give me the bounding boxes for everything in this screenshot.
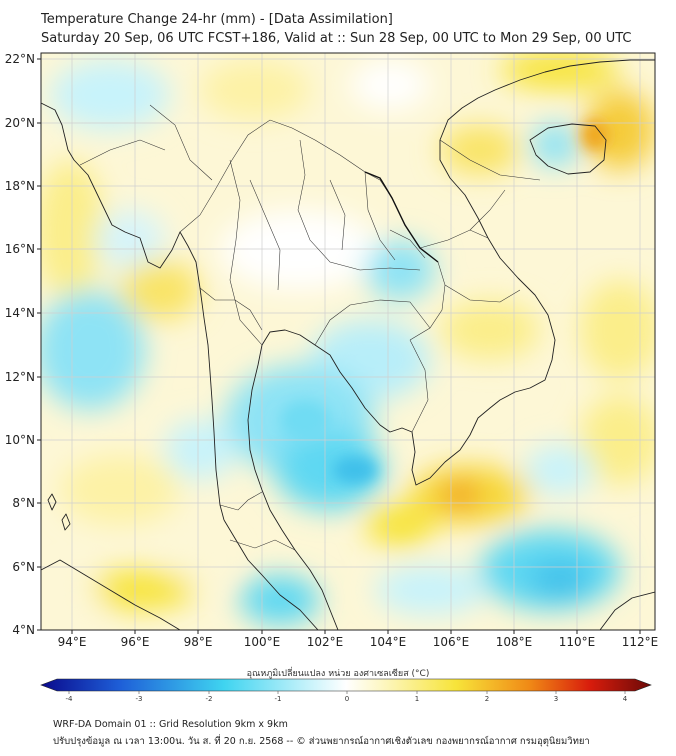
lat-tick-label: 12°N <box>5 370 35 384</box>
lon-tick-label: 100°E <box>244 635 281 649</box>
lat-tick-label: 8°N <box>12 496 35 510</box>
gridlines <box>41 53 655 630</box>
lat-tick-marks <box>37 58 41 631</box>
colorbar-tick-label: 3 <box>554 695 558 703</box>
lat-tick-label: 22°N <box>5 52 35 66</box>
lon-tick-label: 112°E <box>622 635 659 649</box>
mekong-border <box>364 171 439 263</box>
colorbar-tick-label: 4 <box>623 695 628 703</box>
lon-tick-marks <box>71 630 641 634</box>
lon-tick-label: 104°E <box>370 635 407 649</box>
lon-tick-label: 108°E <box>496 635 533 649</box>
colorbar-label: อุณหภูมิเปลี่ยนแปลง หน่วย องศาเซลเซียส (… <box>246 669 430 679</box>
lon-tick-label: 106°E <box>433 635 470 649</box>
map-frame <box>40 52 656 631</box>
lat-tick-label: 20°N <box>5 116 35 130</box>
lat-tick-label: 6°N <box>12 560 35 574</box>
lat-tick-label: 10°N <box>5 433 35 447</box>
lon-tick-label: 102°E <box>307 635 344 649</box>
lat-tick-label: 4°N <box>12 623 35 637</box>
colorbar-tick-label: -3 <box>136 695 143 703</box>
temperature-field <box>41 53 655 630</box>
footer-model-info: WRF-DA Domain 01 :: Grid Resolution 9km … <box>53 719 288 730</box>
borders <box>79 104 541 551</box>
colorbar-tick-label: 0 <box>345 695 349 703</box>
lon-tick-label: 98°E <box>184 635 213 649</box>
lon-tick-label: 94°E <box>58 635 87 649</box>
lon-tick-label: 96°E <box>121 635 150 649</box>
colorbar-tick-label: -2 <box>206 695 213 703</box>
lat-tick-label: 18°N <box>5 179 35 193</box>
lon-tick-label: 110°E <box>559 635 596 649</box>
colorbar-tick-label: 2 <box>485 695 489 703</box>
lat-tick-label: 14°N <box>5 306 35 320</box>
lat-tick-label: 16°N <box>5 242 35 256</box>
colorbar: -4 -3 -2 -1 0 1 2 3 4 <box>40 678 652 703</box>
colorbar-tick-label: 1 <box>415 695 419 703</box>
colorbar-tick-label: -1 <box>275 695 282 703</box>
map-subtitle: Saturday 20 Sep, 06 UTC FCST+186, Valid … <box>41 31 632 46</box>
footer-credit: ปรับปรุงข้อมูล ณ เวลา 13:00น. วัน ส. ที่… <box>53 736 590 747</box>
map-title: Temperature Change 24-hr (mm) - [Data As… <box>41 12 393 27</box>
colorbar-tick-label: -4 <box>66 695 74 703</box>
